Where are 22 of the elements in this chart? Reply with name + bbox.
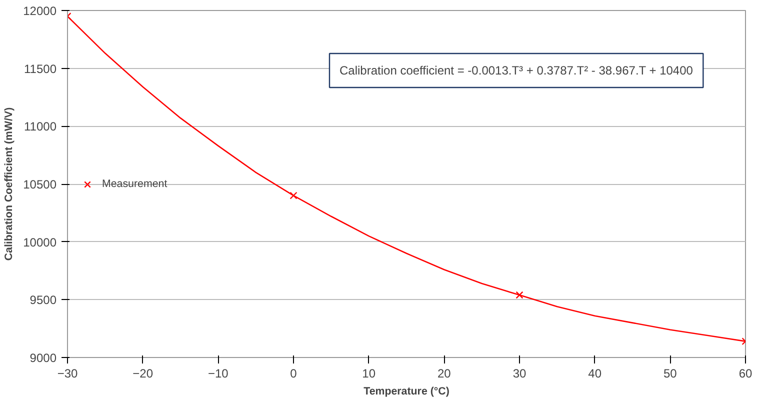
- legend-label: Measurement: [102, 178, 168, 190]
- x-tick-label: 0: [290, 366, 298, 380]
- y-tick-label: 9000: [30, 351, 57, 365]
- x-tick-label: 60: [738, 366, 752, 380]
- x-tick-label: 10: [362, 366, 376, 380]
- line-series: [68, 16, 746, 342]
- annotation: Calibration coefficient = -0.0013.T³ + 0.3787.T² - 38.967.T + 10400: [340, 64, 694, 78]
- y-tick-label: 12000: [23, 4, 57, 18]
- y-tick-label: 11500: [24, 62, 57, 76]
- x-tick-label: −30: [57, 366, 78, 380]
- x-tick-label: −20: [132, 366, 154, 380]
- x-axis-title: Temperature (°C): [364, 386, 450, 398]
- x-tick-label: −10: [208, 366, 229, 380]
- y-tick-label: 10000: [23, 235, 57, 250]
- x-tick-label: 40: [588, 366, 602, 380]
- x-tick-label: 20: [437, 366, 452, 380]
- x-tick-label: 30: [512, 366, 526, 380]
- y-tick-label: 10500: [23, 178, 57, 192]
- y-tick-label: 9500: [30, 293, 57, 308]
- y-axis-title: Calibration Coefficient (mW/V): [3, 106, 16, 261]
- y-tick-label: 11000: [24, 120, 57, 134]
- x-tick-label: 50: [663, 366, 678, 380]
